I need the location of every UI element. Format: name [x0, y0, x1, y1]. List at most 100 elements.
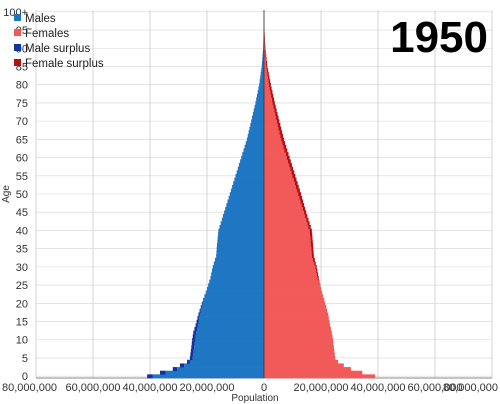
female-surplus-bar	[284, 148, 288, 153]
female-surplus-bar	[299, 195, 303, 200]
female-bar	[264, 341, 334, 346]
male-bar	[212, 265, 264, 270]
male-bar	[214, 257, 264, 262]
male-bar	[218, 228, 264, 233]
female-bar	[264, 363, 344, 368]
male-bar	[251, 119, 264, 124]
female-bar	[264, 64, 267, 69]
female-bar	[264, 232, 310, 237]
male-surplus-bar	[193, 330, 197, 335]
female-bar	[264, 137, 282, 142]
female-bar	[264, 257, 314, 262]
male-bar	[211, 272, 264, 277]
y-tick-label: 50	[16, 189, 28, 201]
male-surplus-bar	[187, 359, 190, 364]
male-bar	[253, 108, 264, 113]
female-bar	[264, 279, 319, 284]
female-bar	[264, 181, 295, 186]
male-bar	[198, 319, 264, 324]
female-surplus-bar	[292, 173, 296, 178]
x-tick-label: 20,000,000	[179, 382, 234, 394]
female-bar	[264, 108, 275, 113]
female-bar	[264, 82, 269, 87]
female-surplus-bar	[289, 163, 292, 168]
male-bar	[202, 301, 264, 306]
female-surplus-bar	[285, 152, 289, 157]
female-bar	[264, 141, 283, 146]
female-bar	[264, 188, 298, 193]
female-bar	[264, 359, 339, 364]
male-bar	[194, 345, 264, 350]
male-surplus-bar	[192, 334, 196, 339]
male-surplus-bar	[199, 308, 201, 313]
female-bar	[264, 206, 303, 211]
legend: Males Females Male surplus Female surplu…	[14, 13, 104, 70]
male-bar	[262, 61, 264, 66]
female-bar	[264, 345, 334, 350]
male-surplus-bar	[189, 356, 193, 361]
female-surplus-bar	[271, 97, 275, 102]
legend-label-males: Males	[25, 13, 56, 25]
male-bar	[225, 206, 264, 211]
male-bar	[192, 356, 264, 361]
male-bar	[216, 243, 264, 248]
male-bar	[233, 181, 264, 186]
male-bar	[249, 126, 264, 131]
female-bar	[264, 163, 290, 168]
female-surplus-bar	[282, 141, 286, 146]
male-bar	[244, 144, 264, 149]
female-bar	[264, 312, 329, 317]
male-bar	[222, 214, 264, 219]
x-tick-label: 20,000,000	[293, 382, 348, 394]
female-surplus-bar	[265, 50, 266, 55]
female-bar	[264, 326, 331, 331]
male-bar	[196, 330, 264, 335]
male-bar	[207, 286, 264, 291]
female-surplus-bar	[308, 224, 311, 229]
female-bar	[264, 68, 267, 73]
male-bar	[242, 152, 264, 157]
male-bar	[217, 235, 264, 240]
legend-swatch-female-surplus	[14, 59, 21, 66]
x-tick-label: 80,000,000	[443, 382, 498, 394]
legend-label-female-surplus: Female surplus	[25, 58, 104, 70]
male-bar	[219, 224, 264, 229]
x-tick-label: 60,000,000	[65, 382, 120, 394]
female-bar	[264, 265, 316, 270]
male-bar	[252, 115, 264, 120]
female-surplus-bar	[275, 115, 279, 120]
female-surplus-bar	[309, 228, 312, 233]
male-bar	[252, 112, 264, 117]
female-surplus-bar	[278, 126, 282, 131]
male-surplus-bar	[201, 301, 203, 306]
female-bar	[264, 224, 309, 229]
female-bar	[264, 159, 288, 164]
male-bar	[220, 221, 264, 226]
female-surplus-bar	[310, 235, 313, 240]
male-bar	[205, 290, 264, 295]
female-surplus-bar	[318, 279, 320, 284]
y-tick-label: 65	[16, 134, 28, 146]
female-surplus-bar	[265, 57, 267, 62]
x-tick-labels: 80,000,000 60,000,000 40,000,000 20,000,000…	[2, 382, 498, 394]
female-bar	[264, 272, 317, 277]
female-bar	[264, 367, 351, 372]
female-bar	[264, 301, 326, 306]
female-bar	[264, 97, 272, 102]
male-bar	[197, 326, 264, 331]
male-bar	[201, 305, 264, 310]
male-bar	[259, 79, 264, 84]
male-bar	[240, 159, 264, 164]
male-surplus-bar	[191, 341, 195, 346]
y-axis-label: Age	[1, 185, 12, 203]
female-surplus-bar	[295, 184, 299, 189]
y-tick-label: 80	[16, 80, 28, 92]
female-bar	[264, 133, 281, 138]
male-surplus-bar	[195, 323, 198, 328]
female-surplus-bar	[266, 64, 268, 69]
female-bar	[264, 122, 278, 127]
female-surplus-bar	[287, 159, 291, 164]
male-bar	[234, 177, 264, 182]
female-surplus-bar	[271, 93, 274, 98]
male-bar	[177, 367, 264, 372]
